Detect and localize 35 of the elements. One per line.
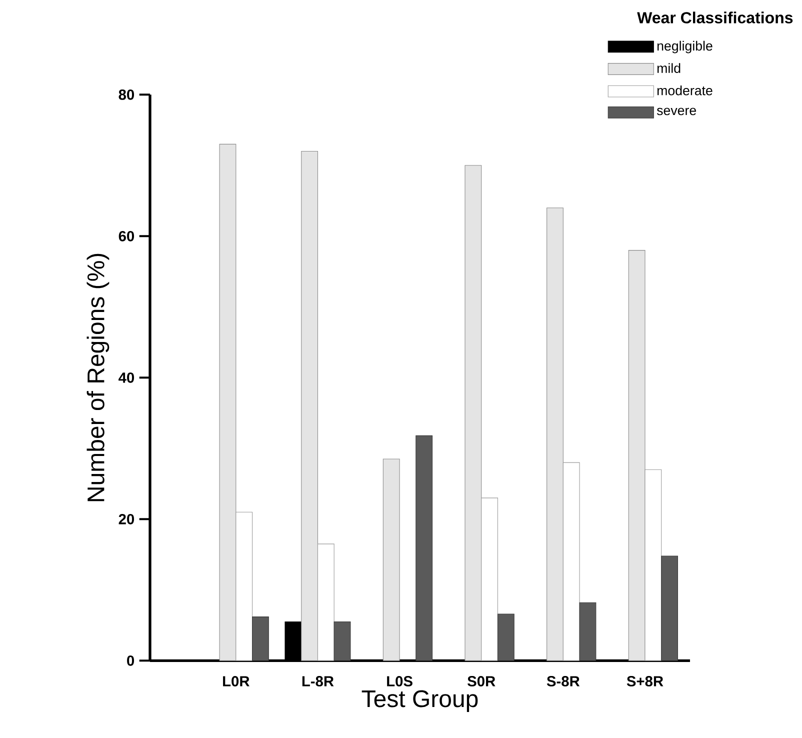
bar <box>382 458 400 661</box>
x-tick-label: S+8R <box>626 676 664 686</box>
x-tick-label: S-8R <box>546 676 580 686</box>
bar <box>644 469 662 661</box>
bar <box>481 498 498 661</box>
bar <box>497 614 514 661</box>
y-tick-label: 60 <box>118 230 134 242</box>
x-axis-title: Test Group <box>362 690 478 712</box>
bar <box>661 556 678 661</box>
bar <box>219 144 236 661</box>
x-tick-label: L0R <box>223 676 250 686</box>
bar <box>317 544 334 661</box>
bar <box>628 250 646 661</box>
legend-title: Wear Classifications <box>637 12 793 24</box>
bar <box>301 150 318 661</box>
bar <box>334 621 351 661</box>
bar <box>464 165 482 661</box>
bar <box>562 462 580 661</box>
legend-label: mild <box>657 63 680 73</box>
y-tick-label: 0 <box>127 655 134 666</box>
bar <box>579 602 596 661</box>
x-tick-label: S0R <box>468 676 496 686</box>
x-tick-label: L-8R <box>302 676 334 686</box>
y-tick-label: 20 <box>118 514 134 524</box>
legend-label: severe <box>656 108 696 116</box>
legend-label: negligible <box>657 40 712 54</box>
y-tick-label: 40 <box>118 372 134 383</box>
bar <box>546 208 564 661</box>
bar <box>416 435 433 661</box>
bar <box>236 512 253 661</box>
y-tick-label: 80 <box>118 89 134 100</box>
legend-label: moderate <box>657 85 712 96</box>
y-axis-title: Number of Regions (%) <box>86 254 110 502</box>
bar <box>252 616 269 661</box>
x-tick-label: L0S <box>387 676 412 686</box>
